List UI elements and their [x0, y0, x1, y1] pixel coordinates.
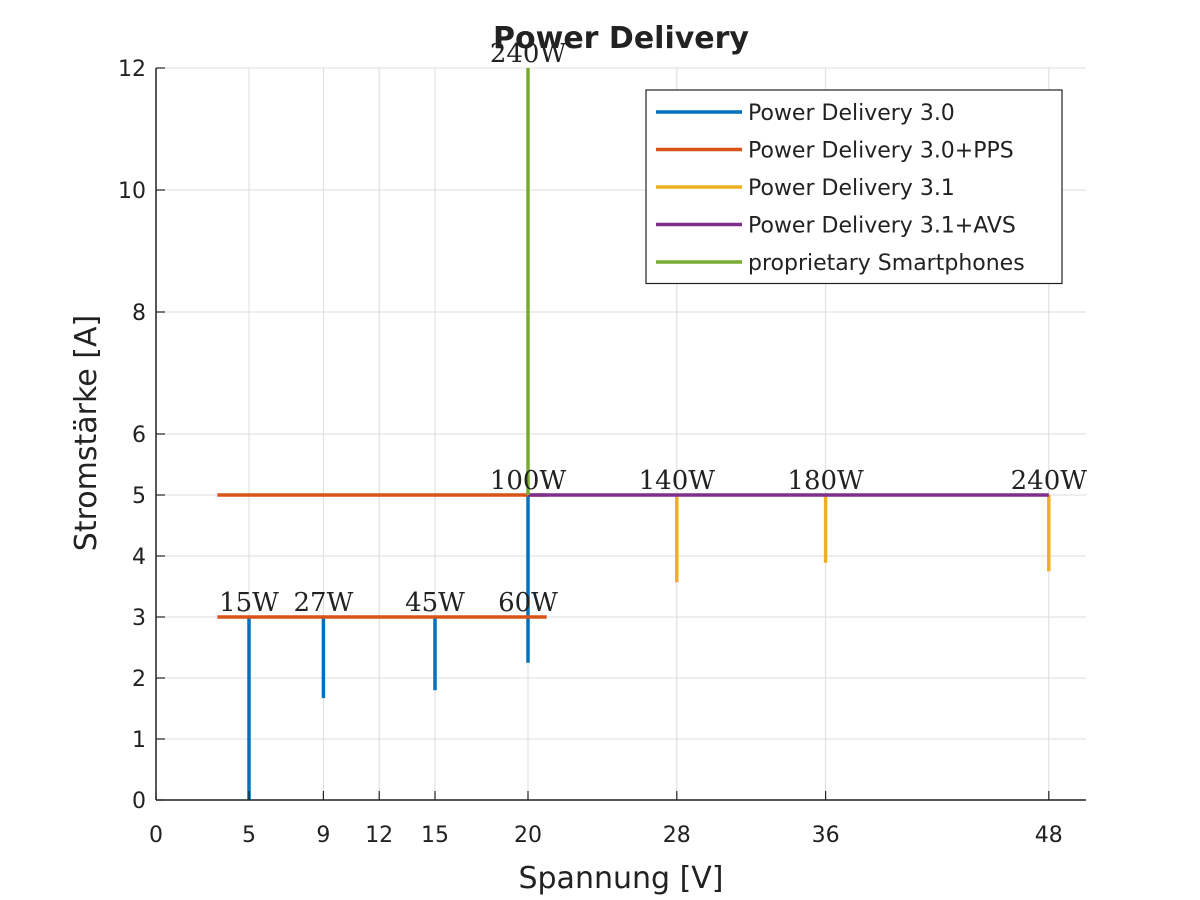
data-label-7: 240W — [1011, 466, 1088, 496]
y-tick-label-4: 4 — [132, 545, 146, 570]
x-tick-label-5: 20 — [514, 823, 542, 848]
x-axis-label: Spannung [V] — [518, 861, 723, 896]
y-tick-label-9: 12 — [118, 57, 146, 82]
y-tick-label-8: 10 — [118, 179, 146, 204]
data-label-0: 15W — [219, 588, 279, 618]
data-label-1: 27W — [293, 588, 353, 618]
plot-series — [217, 68, 1051, 800]
y-tick-label-5: 5 — [132, 484, 146, 509]
y-tick-label-6: 6 — [132, 423, 146, 448]
data-label-4: 100W — [490, 466, 567, 496]
data-label-5: 140W — [639, 466, 716, 496]
data-label-6: 180W — [787, 466, 864, 496]
data-label-2: 45W — [405, 588, 465, 618]
y-tick-label-3: 3 — [132, 606, 146, 631]
legend-label-3: Power Delivery 3.1+AVS — [748, 214, 1016, 239]
x-tick-label-2: 9 — [316, 823, 330, 848]
legend-label-2: Power Delivery 3.1 — [748, 176, 955, 201]
y-tick-label-2: 2 — [132, 667, 146, 692]
y-tick-label-0: 0 — [132, 789, 146, 814]
x-tick-label-6: 28 — [663, 823, 691, 848]
data-label-8: 240W — [490, 39, 567, 69]
y-axis-label: Stromstärke [A] — [69, 315, 104, 551]
x-tick-label-0: 0 — [149, 823, 163, 848]
legend: Power Delivery 3.0 Power Delivery 3.0+PPS… — [645, 89, 1063, 285]
data-label-3: 60W — [498, 588, 558, 618]
x-tick-label-4: 15 — [421, 823, 449, 848]
x-tick-label-8: 48 — [1035, 823, 1063, 848]
legend-label-4: proprietary Smartphones — [748, 251, 1025, 276]
x-tick-label-1: 5 — [242, 823, 256, 848]
y-tick-label-7: 8 — [132, 301, 146, 326]
y-tick-label-1: 1 — [132, 728, 146, 753]
x-tick-label-3: 12 — [365, 823, 393, 848]
legend-label-1: Power Delivery 3.0+PPS — [748, 139, 1014, 164]
chart-title: Power Delivery — [493, 21, 749, 56]
legend-label-0: Power Delivery 3.0 — [748, 101, 955, 126]
data-labels: 15W 27W 45W 60W 100W 140W 180W 240W 240W — [219, 39, 1087, 618]
x-tick-label-7: 36 — [812, 823, 840, 848]
